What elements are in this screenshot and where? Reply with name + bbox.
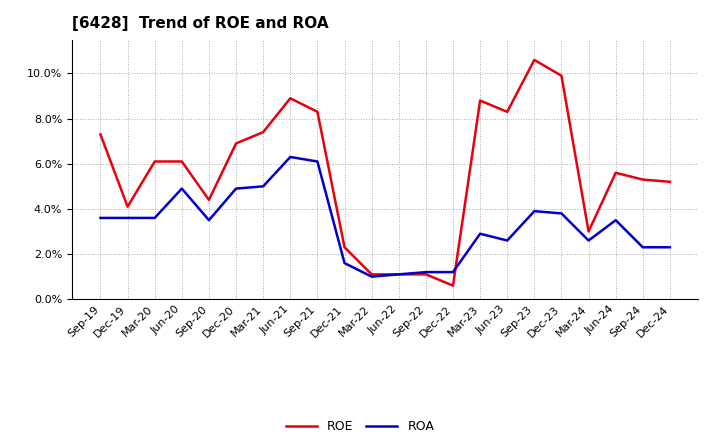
ROE — [476, 98, 485, 103]
ROA — [286, 154, 294, 160]
ROA — [259, 183, 268, 189]
ROE — [259, 129, 268, 135]
ROA — [611, 217, 620, 223]
ROE — [313, 109, 322, 114]
ROA — [557, 211, 566, 216]
Line: ROA: ROA — [101, 157, 670, 277]
ROE — [639, 177, 647, 182]
ROE — [150, 159, 159, 164]
ROA — [150, 215, 159, 220]
ROA — [204, 217, 213, 223]
ROA — [341, 260, 349, 266]
Text: [6428]  Trend of ROE and ROA: [6428] Trend of ROE and ROA — [72, 16, 328, 32]
ROA — [421, 269, 430, 275]
ROA — [665, 245, 674, 250]
ROE — [584, 229, 593, 234]
ROE — [395, 272, 403, 277]
ROE — [123, 204, 132, 209]
ROE — [204, 197, 213, 202]
ROA — [530, 209, 539, 214]
ROE — [611, 170, 620, 176]
ROA — [313, 159, 322, 164]
ROA — [584, 238, 593, 243]
ROA — [178, 186, 186, 191]
ROE — [503, 109, 511, 114]
ROE — [421, 272, 430, 277]
ROA — [367, 274, 376, 279]
ROE — [341, 245, 349, 250]
ROA — [395, 272, 403, 277]
ROA — [449, 269, 457, 275]
ROA — [123, 215, 132, 220]
ROE — [178, 159, 186, 164]
ROE — [96, 132, 105, 137]
ROA — [503, 238, 511, 243]
ROA — [232, 186, 240, 191]
ROE — [557, 73, 566, 78]
ROE — [665, 179, 674, 184]
ROA — [476, 231, 485, 236]
Line: ROE: ROE — [101, 60, 670, 286]
ROE — [286, 95, 294, 101]
ROE — [367, 272, 376, 277]
ROE — [449, 283, 457, 288]
Legend: ROE, ROA: ROE, ROA — [281, 415, 439, 438]
ROA — [639, 245, 647, 250]
ROE — [530, 57, 539, 62]
ROA — [96, 215, 105, 220]
ROE — [232, 141, 240, 146]
